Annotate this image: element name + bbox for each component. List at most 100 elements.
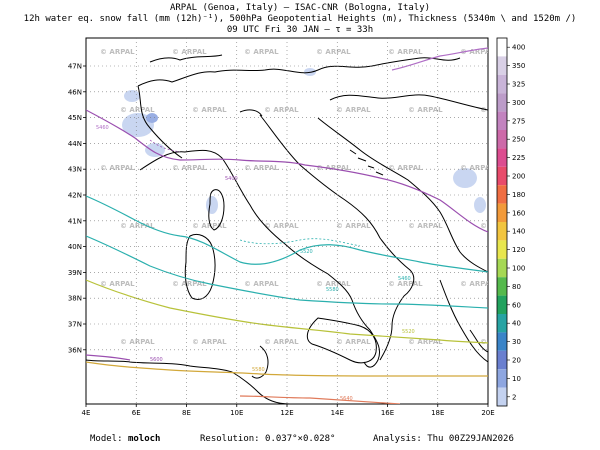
lon-tick-label: 10E: [230, 409, 243, 417]
contour-label: 5520: [402, 329, 415, 335]
analysis-value: Thu 00Z29JAN2026: [427, 434, 514, 444]
watermark: © ARPAL: [264, 106, 299, 114]
watermark: © ARPAL: [460, 164, 495, 172]
colorbar-swatch: [497, 350, 507, 370]
colorbar-label: 80: [512, 283, 521, 291]
colorbar-swatch: [497, 74, 507, 94]
colorbar-swatch: [497, 277, 507, 296]
colorbar-swatch: [497, 130, 507, 149]
colorbar-swatch: [497, 93, 507, 112]
watermark: © ARPAL: [120, 338, 155, 346]
colorbar-swatch: [497, 387, 507, 406]
contour-label: 5460: [96, 125, 109, 131]
watermark: © ARPAL: [172, 164, 207, 172]
thickness-contours: [149, 139, 361, 247]
lat-tick-label: 42N: [68, 192, 82, 200]
contour-label: 5580: [326, 287, 339, 293]
model-info: Model: moloch: [90, 434, 160, 444]
watermark: © ARPAL: [172, 48, 207, 56]
watermark: © ARPAL: [120, 222, 155, 230]
colorbar-label: 140: [512, 228, 525, 236]
watermark: © ARPAL: [192, 222, 227, 230]
chart-title-line3: 09 UTC Fri 30 JAN – τ = 33h: [226, 25, 374, 35]
watermark: © ARPAL: [264, 338, 299, 346]
chart-title-line2: 12h water eq. snow fall (mm (12h)⁻¹), 50…: [23, 14, 577, 24]
colorbar-label: 325: [512, 81, 525, 89]
lat-tick-label: 40N: [68, 243, 82, 251]
watermark: © ARPAL: [100, 280, 135, 288]
watermark: © ARPAL: [100, 164, 135, 172]
colorbar-legend: 400 350 325 300 275 250 225 200 180 160 140 120 100 8…: [496, 37, 525, 407]
contour-label: 5640: [340, 396, 353, 402]
lat-tick-label: 45N: [68, 114, 82, 122]
model-label: Model:: [90, 434, 123, 444]
contour-label: 5520: [300, 249, 313, 255]
watermark: © ARPAL: [120, 106, 155, 114]
watermark: © ARPAL: [336, 338, 371, 346]
latitude-axis: 47N 46N 45N 44N 43N 42N 41N 40N 39N 38N 37N 36N: [68, 63, 86, 354]
colorbar-label: 100: [512, 265, 525, 273]
colorbar-swatch: [497, 369, 507, 388]
watermark: © ARPAL: [316, 164, 351, 172]
lat-tick-label: 37N: [68, 321, 82, 329]
watermark: © ARPAL: [192, 106, 227, 114]
colorbar-swatch: [497, 295, 507, 314]
watermark: © ARPAL: [408, 338, 443, 346]
colorbar-label: 300: [512, 99, 525, 107]
colorbar-swatch: [497, 111, 507, 130]
lat-tick-label: 47N: [68, 63, 82, 71]
analysis-label: Analysis:: [373, 434, 422, 444]
chart-title-line1: ARPAL (Genoa, Italy) – ISAC-CNR (Bologna…: [169, 3, 431, 13]
lat-tick-label: 44N: [68, 140, 82, 148]
resolution-label: Resolution:: [200, 434, 260, 444]
colorbar-swatch: [497, 258, 507, 278]
lon-tick-label: 4E: [82, 409, 91, 417]
colorbar-label: 225: [512, 154, 525, 162]
colorbar-label: 200: [512, 173, 525, 181]
watermark: © ARPAL: [264, 222, 299, 230]
colorbar-swatch: [497, 314, 507, 333]
watermark: © ARPAL: [316, 280, 351, 288]
colorbar-label: 20: [512, 357, 521, 365]
lon-tick-label: 8E: [182, 409, 191, 417]
lat-tick-label: 46N: [68, 88, 82, 96]
longitude-axis: 4E 6E 8E 10E 12E 14E 16E 18E 20E: [82, 404, 495, 417]
colorbar-swatch: [497, 166, 507, 186]
resolution-info: Resolution: 0.037°×0.028°: [200, 434, 335, 444]
colorbar-swatch: [497, 203, 507, 222]
watermark: © ARPAL: [408, 222, 443, 230]
colorbar-label: 10: [512, 375, 521, 383]
contour-label: 5580: [252, 367, 265, 373]
colorbar-swatch: [497, 56, 507, 75]
colorbar-label: 40: [512, 320, 521, 328]
colorbar-swatch: [497, 222, 507, 241]
contour-labels: 5460 5400 5520 5580 5460 5520 5580 5640 5600: [96, 125, 415, 402]
colorbar-label: 275: [512, 117, 525, 125]
lon-tick-label: 12E: [280, 409, 293, 417]
watermark: © ARPAL: [336, 222, 371, 230]
watermark: © ARPAL: [172, 280, 207, 288]
lat-tick-label: 38N: [68, 295, 82, 303]
colorbar-swatch: [497, 38, 507, 57]
colorbar-label: 160: [512, 209, 525, 217]
lon-tick-label: 16E: [381, 409, 394, 417]
contour-label: 5460: [398, 276, 411, 282]
lon-tick-label: 18E: [431, 409, 444, 417]
watermark: © ARPAL: [336, 106, 371, 114]
colorbar-label: 350: [512, 62, 525, 70]
map-grid: [86, 38, 488, 404]
model-value: moloch: [127, 434, 161, 444]
watermark: © ARPAL: [388, 280, 423, 288]
colorbar-swatch: [497, 148, 507, 167]
snowfall-areas: [122, 68, 486, 214]
watermark: © ARPAL: [316, 48, 351, 56]
colorbar-swatch: [497, 185, 507, 204]
watermark: © ARPAL: [244, 280, 279, 288]
watermark: © ARPAL: [480, 338, 515, 346]
watermark: © ARPAL: [192, 338, 227, 346]
watermark: © ARPAL: [408, 106, 443, 114]
colorbar-label: 120: [512, 246, 525, 254]
analysis-info: Analysis: Thu 00Z29JAN2026: [373, 434, 514, 444]
watermark: © ARPAL: [460, 48, 495, 56]
